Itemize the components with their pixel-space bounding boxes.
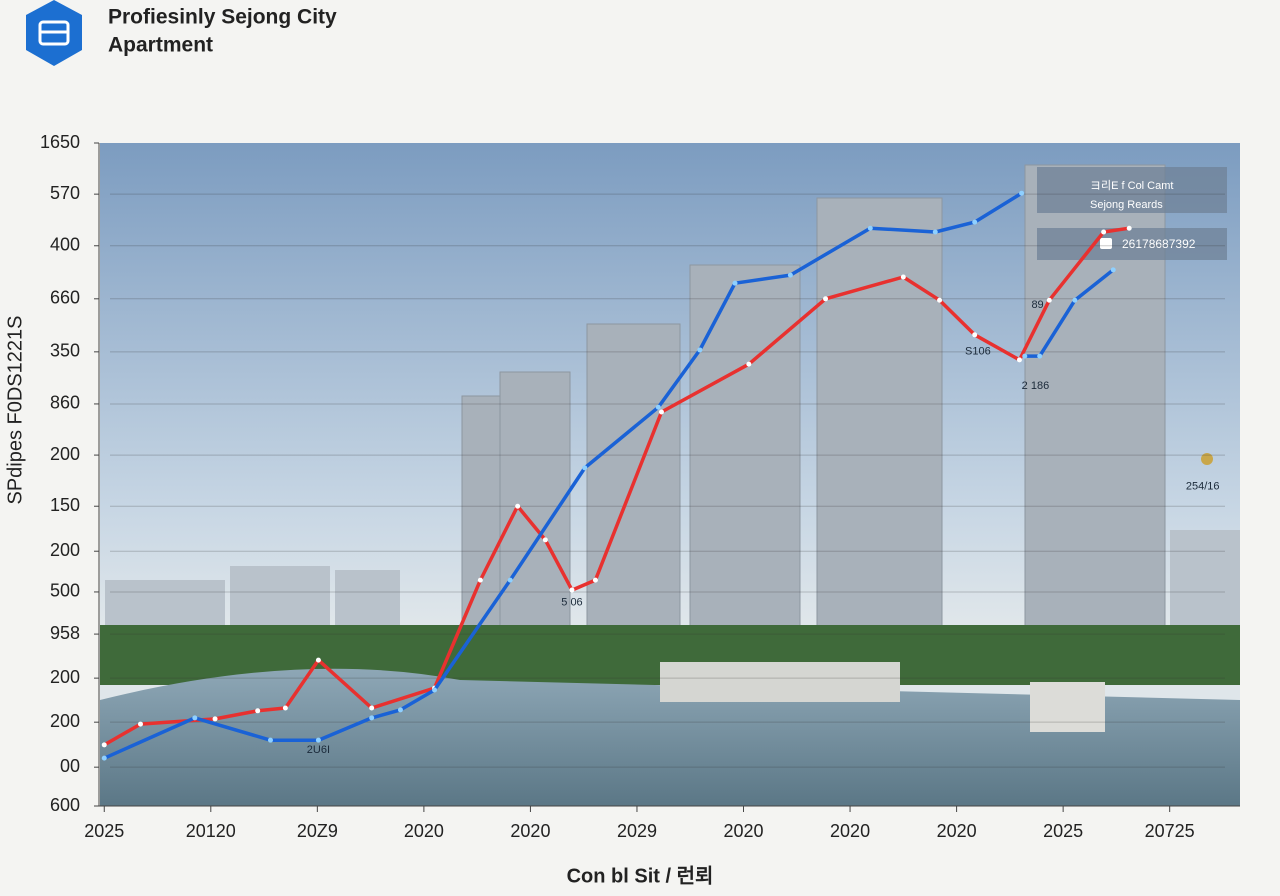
point	[1101, 229, 1107, 235]
annotation: 254/16	[1186, 481, 1220, 493]
annotation: S106	[965, 345, 991, 357]
point	[1072, 297, 1078, 303]
y-tick-label: 200	[50, 540, 80, 560]
point	[1037, 353, 1043, 359]
point	[101, 742, 107, 748]
x-tick-label: 2025	[1043, 821, 1083, 841]
x-tick-label: 2020	[510, 821, 550, 841]
point	[697, 347, 703, 353]
annotation: 89	[1031, 299, 1043, 311]
point	[369, 715, 375, 721]
point	[432, 687, 438, 693]
point	[212, 716, 218, 722]
point	[542, 537, 548, 543]
logo	[26, 0, 82, 66]
title: Apartment	[108, 34, 213, 57]
x-tick-label: 2025	[84, 821, 124, 841]
point	[655, 404, 661, 410]
point	[1022, 353, 1028, 359]
point	[137, 721, 143, 727]
y-tick-label: 00	[60, 756, 80, 776]
point	[315, 657, 321, 663]
point	[569, 587, 575, 593]
point	[932, 229, 938, 235]
y-tick-label: 660	[50, 288, 80, 308]
point	[369, 705, 375, 711]
annotation: 2U6I	[307, 744, 330, 756]
x-tick-label: 2020	[404, 821, 444, 841]
point	[787, 272, 793, 278]
point	[972, 219, 978, 225]
point	[1046, 297, 1052, 303]
point	[1110, 267, 1116, 273]
x-tick-label: 20Z9	[297, 821, 338, 841]
point	[477, 577, 483, 583]
annotation: 2 186	[1022, 380, 1050, 392]
point	[267, 737, 273, 743]
x-tick-label: 2029	[617, 821, 657, 841]
x-tick-label: 2020	[830, 821, 870, 841]
x-tick-label: 2020	[723, 821, 763, 841]
legend-label: 26178687392	[1122, 237, 1196, 251]
point	[101, 755, 107, 761]
y-axis-label: SPdipes F0DS1221S	[4, 315, 26, 504]
y-tick-label: 150	[50, 495, 80, 515]
title: Profiesinly Sejong City	[108, 6, 337, 29]
point	[900, 274, 906, 280]
y-tick-label: 600	[50, 795, 80, 815]
point	[823, 296, 829, 302]
y-tick-label: 350	[50, 341, 80, 361]
marker-dot	[1201, 453, 1213, 465]
y-tick-label: 500	[50, 581, 80, 601]
point	[255, 708, 261, 714]
y-tick-label: 200	[50, 667, 80, 687]
x-tick-label: 2020	[937, 821, 977, 841]
point	[1016, 357, 1022, 363]
point	[282, 705, 288, 711]
point	[192, 715, 198, 721]
y-tick-label: 958	[50, 623, 80, 643]
x-tick-label: 20120	[186, 821, 236, 841]
point	[592, 577, 598, 583]
point	[658, 409, 664, 415]
y-tick-label: 1650	[40, 132, 80, 152]
point	[582, 465, 588, 471]
point	[515, 503, 521, 509]
legend-label: Sejong Reards	[1090, 199, 1163, 211]
y-tick-label: 860	[50, 393, 80, 413]
point	[507, 577, 513, 583]
x-tick-label: 20725	[1145, 821, 1195, 841]
point	[937, 297, 943, 303]
point	[732, 280, 738, 286]
point	[972, 332, 978, 338]
legend: ヨ리E f Col Camt Sejong Reards 26178687392	[1037, 167, 1227, 260]
annotation: 5 06	[561, 596, 582, 608]
y-tick-label: 400	[50, 235, 80, 255]
legend-label: ヨ리E f Col Camt	[1090, 179, 1173, 192]
point	[867, 225, 873, 231]
y-tick-label: 200	[50, 444, 80, 464]
point	[397, 707, 403, 713]
x-axis-label: Con bl Sit / 런뢰	[567, 864, 714, 887]
y-tick-label: 200	[50, 711, 80, 731]
point	[746, 361, 752, 367]
point	[1019, 190, 1025, 196]
y-tick-label: 570	[50, 183, 80, 203]
point	[1126, 225, 1132, 231]
point	[315, 737, 321, 743]
